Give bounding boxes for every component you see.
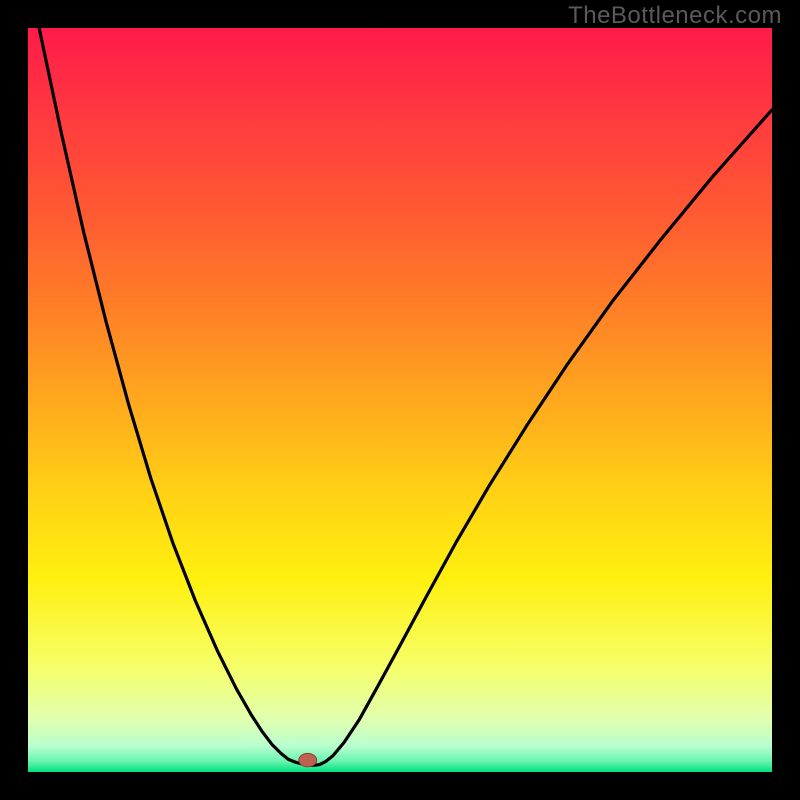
- watermark-text: TheBottleneck.com: [568, 2, 782, 30]
- plot-area: [28, 28, 772, 772]
- bottleneck-curve-chart: [28, 28, 772, 772]
- chart-container: TheBottleneck.com: [0, 0, 800, 800]
- sweet-spot-marker: [299, 753, 317, 766]
- gradient-background: [28, 28, 772, 772]
